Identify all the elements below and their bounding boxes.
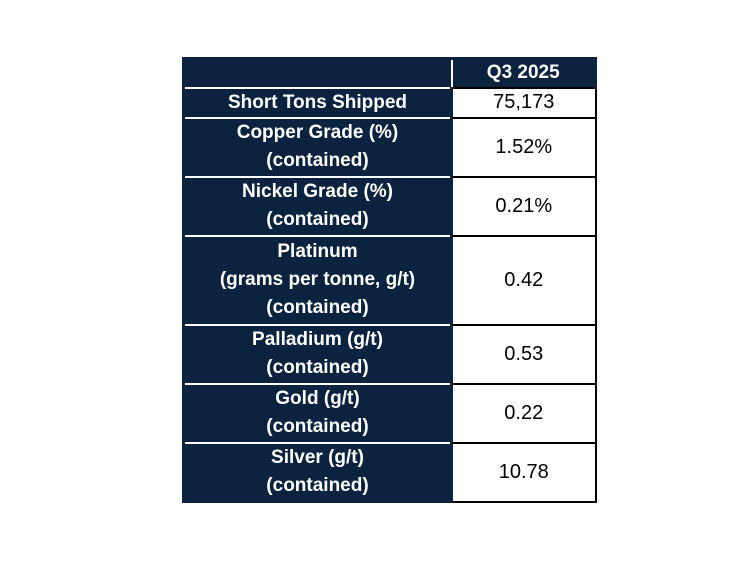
label-line: Platinum [277,241,358,262]
table-row: Gold (g/t) (contained) 0.22 [182,383,597,444]
row-value: 10.78 [451,442,597,503]
row-value: 0.53 [451,324,597,385]
row-label: Copper Grade (%) (contained) [182,117,453,178]
row-value: 0.42 [451,235,597,326]
label-line: (contained) [266,416,369,437]
table-row: Platinum (grams per tonne, g/t) (contained… [182,235,597,326]
label-line: Palladium (g/t) [252,329,383,350]
row-value: 0.22 [451,383,597,444]
corner-cell [182,57,453,89]
table-row: Silver (g/t) (contained) 10.78 [182,442,597,503]
row-label: Gold (g/t) (contained) [182,383,453,444]
row-label: Short Tons Shipped [182,87,453,119]
row-value: 0.21% [451,176,597,237]
row-value: 1.52% [451,117,597,178]
row-label: Silver (g/t) (contained) [182,442,453,503]
table-row: Palladium (g/t) (contained) 0.53 [182,324,597,385]
label-line: Nickel Grade (%) [242,181,393,202]
label-line: Copper Grade (%) [236,122,399,143]
table-row: Copper Grade (%) (contained) 1.52% [182,117,597,178]
label-line: (contained) [266,357,369,378]
shipment-metrics-table: Q3 2025 Short Tons Shipped 75,173 Copper… [182,57,597,503]
row-label: Nickel Grade (%) (contained) [182,176,453,237]
label-line: (contained) [266,209,369,230]
label-line: (contained) [266,150,369,171]
label-line: (contained) [266,474,369,496]
label-line: (contained) [266,297,369,318]
label-line: Gold (g/t) [275,388,360,409]
table-row: Nickel Grade (%) (contained) 0.21% [182,176,597,237]
label-line: (grams per tonne, g/t) [219,269,416,290]
label-line: Silver (g/t) [271,446,364,468]
row-label: Platinum (grams per tonne, g/t) (contained… [182,235,453,326]
row-label: Palladium (g/t) (contained) [182,324,453,385]
label-line: Short Tons Shipped [227,91,408,113]
period-header: Q3 2025 [451,57,597,89]
table-row: Short Tons Shipped 75,173 [182,87,597,119]
row-value: 75,173 [451,87,597,119]
header-row: Q3 2025 [182,57,597,89]
